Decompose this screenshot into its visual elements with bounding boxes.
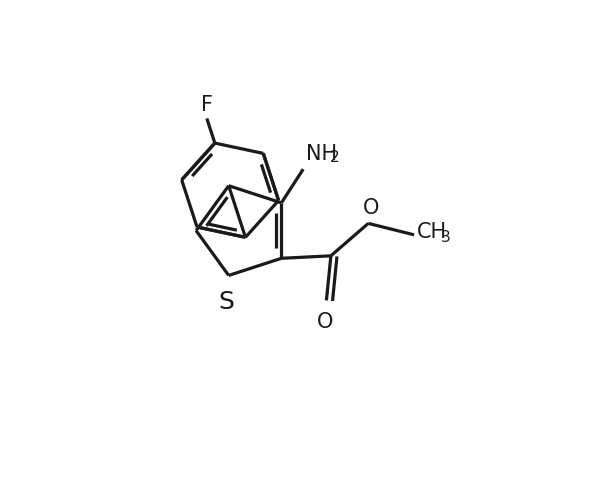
Text: F: F — [201, 95, 213, 115]
Text: NH: NH — [306, 144, 337, 165]
Text: 2: 2 — [330, 150, 340, 166]
Text: O: O — [317, 312, 334, 332]
Text: CH: CH — [416, 222, 446, 242]
Text: S: S — [218, 289, 234, 313]
Text: 3: 3 — [441, 230, 450, 245]
Text: O: O — [362, 198, 379, 218]
